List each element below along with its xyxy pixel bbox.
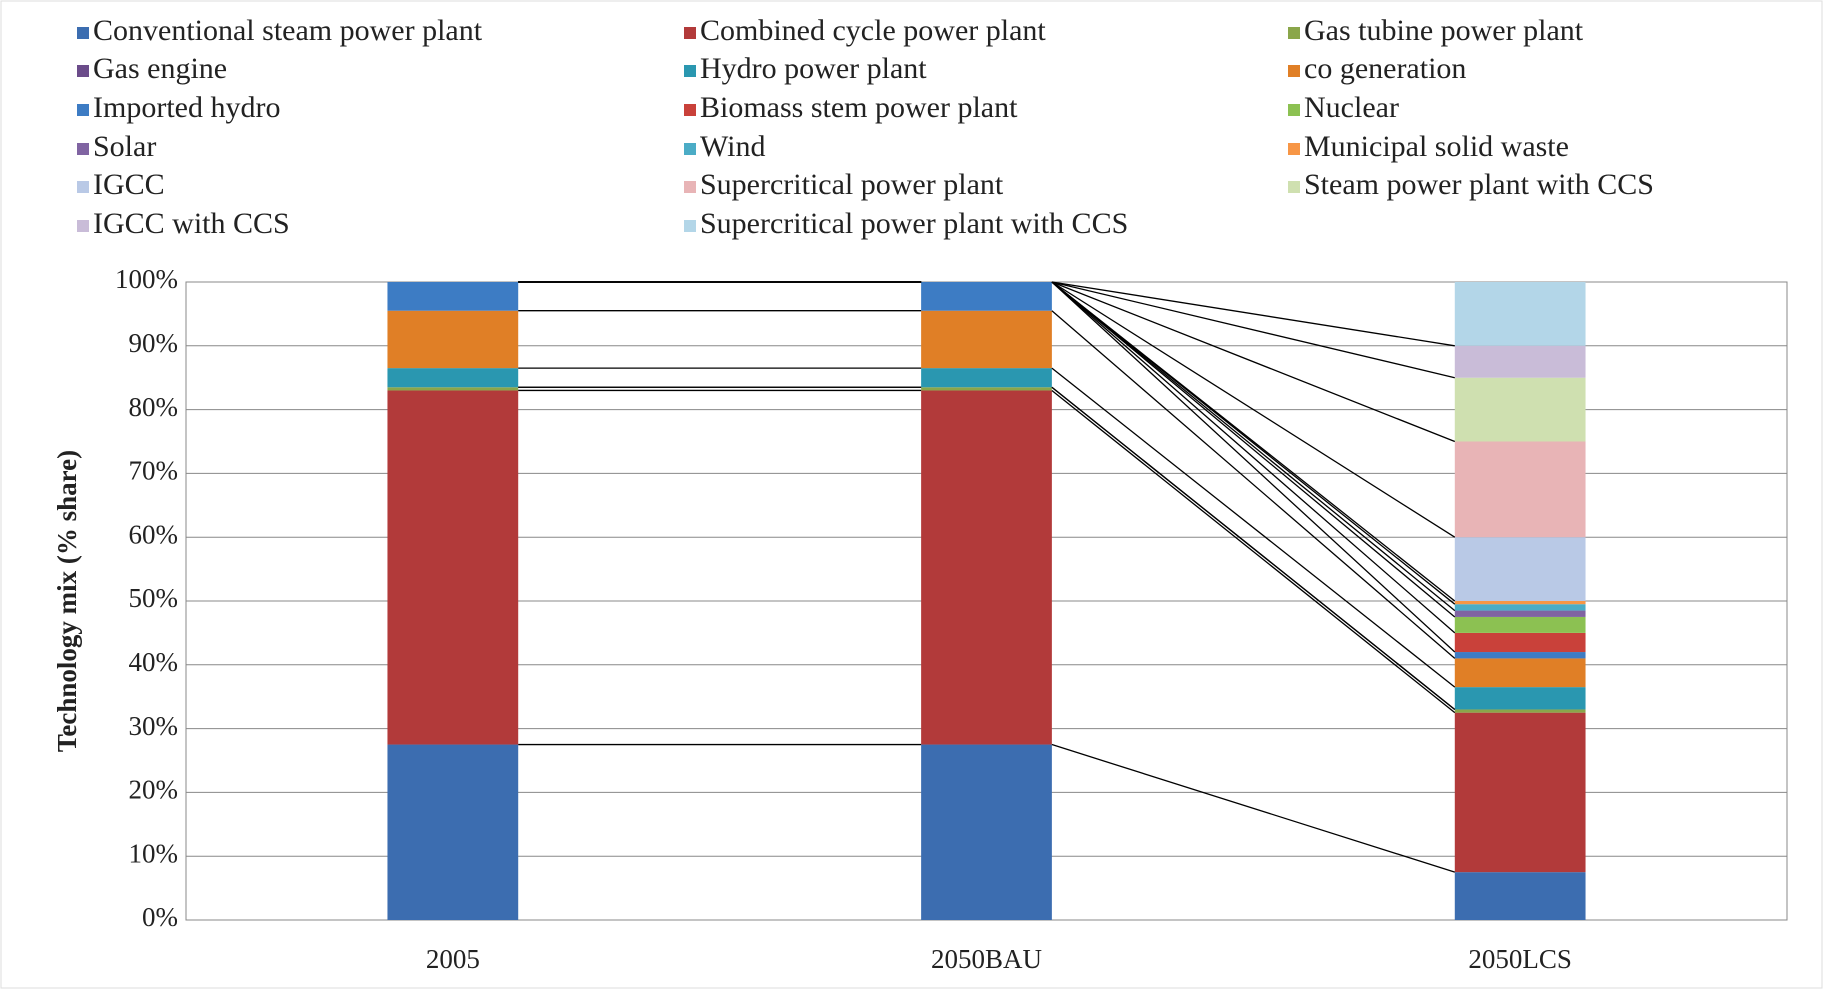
y-tick-label: 10%	[129, 838, 179, 868]
x-tick-label: 2050BAU	[931, 944, 1042, 974]
legend-label: Hydro power plant	[700, 52, 927, 85]
bar-segment	[1454, 616, 1586, 633]
y-tick-label: 100%	[115, 264, 178, 294]
series-line	[1051, 310, 1456, 659]
bar-segment	[921, 390, 1052, 745]
legend-label: Municipal solid waste	[1304, 130, 1569, 163]
legend-label: IGCC	[93, 168, 165, 201]
bar-segment	[387, 744, 519, 920]
x-tick-label: 2050LCS	[1468, 944, 1572, 974]
series-line	[1051, 281, 1456, 538]
bar-segment	[1454, 652, 1586, 659]
x-tick-label: 2005	[426, 944, 480, 974]
bar-segment	[1454, 712, 1586, 873]
bar-segment	[1454, 658, 1586, 688]
legend-label: Supercritical power plant with CCS	[700, 207, 1128, 240]
legend-swatch	[684, 104, 696, 116]
y-tick-label: 70%	[129, 456, 179, 486]
bar-segment	[387, 368, 519, 388]
y-tick-label: 60%	[129, 519, 179, 549]
y-tick-label: 40%	[129, 647, 179, 677]
y-tick-label: 0%	[142, 902, 178, 932]
legend-label: Combined cycle power plant	[700, 14, 1046, 47]
y-axis-label: Technology mix (% share)	[52, 450, 82, 752]
legend-label: Gas engine	[93, 52, 227, 85]
legend-swatch	[1288, 143, 1300, 155]
legend-label: Biomass stem power plant	[700, 91, 1018, 124]
series-line	[1051, 281, 1456, 634]
legend-swatch	[77, 104, 89, 116]
legend-swatch	[77, 65, 89, 77]
legend-label: Steam power plant with CCS	[1304, 168, 1654, 201]
legend-swatch	[684, 65, 696, 77]
series-line	[1051, 367, 1456, 688]
y-tick-label: 80%	[129, 392, 179, 422]
bar-segment	[921, 310, 1052, 369]
bar-segment	[387, 310, 519, 369]
bar-segment	[387, 390, 519, 745]
legend-label: Nuclear	[1304, 91, 1399, 124]
legend-swatch	[1288, 104, 1300, 116]
legend-swatch	[1288, 27, 1300, 39]
series-line	[1051, 743, 1455, 873]
y-tick-label: 20%	[129, 775, 179, 805]
legend-label: Supercritical power plant	[700, 168, 1004, 201]
legend-label: Solar	[93, 130, 156, 163]
bar-segment	[387, 282, 519, 311]
y-tick-label: 50%	[129, 583, 179, 613]
legend-swatch	[77, 220, 89, 232]
legend-label: Gas tubine power plant	[1304, 14, 1584, 47]
legend-label: IGCC with CCS	[93, 207, 290, 240]
series-line	[1051, 389, 1456, 714]
y-tick-label: 90%	[129, 328, 179, 358]
series-line	[1051, 281, 1456, 443]
bar-segment	[1454, 601, 1586, 605]
bar-segment	[1454, 632, 1586, 653]
legend-swatch	[1288, 181, 1300, 193]
y-tick-label: 30%	[129, 711, 179, 741]
legend-swatch	[684, 143, 696, 155]
series-line	[1051, 386, 1456, 710]
legend-swatch	[684, 181, 696, 193]
series-line	[1051, 281, 1455, 347]
bar-segment	[1454, 377, 1586, 442]
bar-segment	[921, 368, 1052, 388]
bar-segment	[1454, 872, 1586, 920]
bar-segment	[921, 744, 1052, 920]
legend-swatch	[77, 27, 89, 39]
series-line	[1051, 281, 1456, 602]
bar-segment	[921, 282, 1052, 311]
legend-label: Wind	[700, 130, 765, 163]
bar-segment	[1454, 537, 1586, 601]
bar-segment	[1454, 687, 1586, 710]
legend-label: co generation	[1304, 52, 1466, 85]
bar-segment	[1454, 282, 1586, 346]
series-line	[1051, 281, 1456, 612]
legend-swatch	[684, 27, 696, 39]
series-line	[1051, 281, 1455, 379]
legend-swatch	[77, 143, 89, 155]
bar-segment	[921, 387, 1052, 391]
bar-segment	[1454, 610, 1586, 617]
legend-swatch	[1288, 65, 1300, 77]
legend-swatch	[77, 181, 89, 193]
legend-label: Imported hydro	[93, 91, 280, 124]
series-line	[1051, 281, 1456, 653]
legend-swatch	[684, 220, 696, 232]
bar-segment	[1454, 441, 1586, 538]
bar-segment	[1454, 709, 1586, 713]
bar-segment	[1454, 345, 1586, 378]
series-line	[1051, 281, 1456, 618]
legend-label: Conventional steam power plant	[93, 14, 483, 47]
bar-segment	[387, 387, 519, 391]
bar-segment	[1454, 604, 1586, 611]
